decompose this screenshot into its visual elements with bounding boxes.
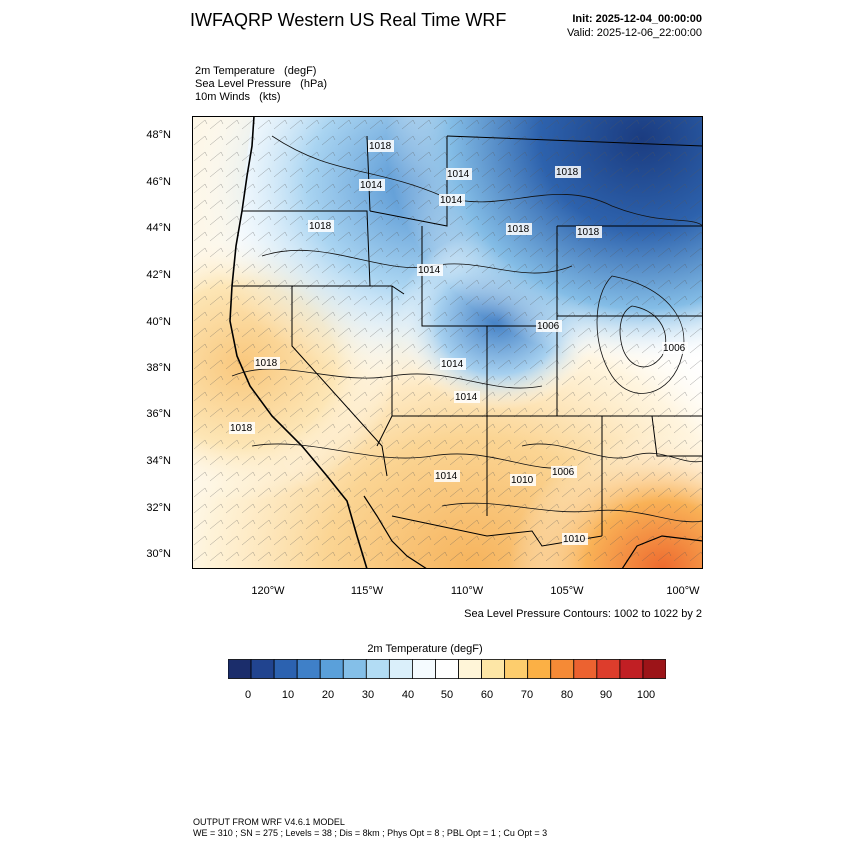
colorbar-swatch — [228, 659, 252, 679]
map-panel: 1018 1014 1014 1018 1018 1014 1014 1018 … — [192, 116, 703, 569]
slp-label: 1014 — [435, 471, 458, 482]
lat-label-34n: 34°N — [146, 455, 171, 467]
colorbar-label: 40 — [401, 689, 415, 701]
chart-title: IWFAQRP Western US Real Time WRF — [190, 10, 507, 30]
colorbar-swatch — [527, 659, 552, 679]
colorbar-swatch — [250, 659, 275, 679]
slp-label: 1014 — [418, 265, 441, 276]
colorbar-swatch — [458, 659, 482, 679]
colorbar-swatch — [342, 659, 367, 679]
colorbar-swatch — [273, 659, 298, 679]
slp-contour-note: Sea Level Pressure Contours: 1002 to 102… — [464, 608, 702, 620]
lat-label-44n: 44°N — [146, 222, 171, 234]
colorbar-label: 70 — [520, 689, 534, 701]
colorbar-label: 80 — [560, 689, 574, 701]
colorbar-swatch — [435, 659, 459, 679]
colorbar-swatch — [296, 659, 321, 679]
colorbar-label: 0 — [244, 689, 252, 701]
colorbar-label: 30 — [361, 689, 375, 701]
colorbar-swatch — [412, 659, 436, 679]
field-label-pressure: Sea Level Pressure (hPa) — [195, 78, 328, 90]
colorbar-swatch — [388, 659, 413, 679]
lon-label-100w: 100°W — [666, 585, 700, 597]
lat-label-48n: 48°N — [146, 129, 171, 141]
slp-label: 1018 — [255, 358, 278, 369]
lon-label-115w: 115°W — [350, 585, 384, 597]
colorbar-label: 60 — [480, 689, 494, 701]
lat-label-40n: 40°N — [146, 316, 171, 328]
slp-label: 1018 — [556, 167, 579, 178]
slp-label: 1006 — [552, 467, 575, 478]
colorbar-label: 10 — [281, 689, 295, 701]
lat-label-36n: 36°N — [146, 408, 171, 420]
slp-label: 1014 — [447, 169, 470, 180]
colorbar-swatch — [596, 659, 621, 679]
lat-label-38n: 38°N — [146, 362, 171, 374]
footer-model-info: OUTPUT FROM WRF V4.6.1 MODEL — [193, 817, 345, 827]
slp-label: 1014 — [440, 195, 463, 206]
slp-label: 1014 — [455, 392, 478, 403]
colorbar-label: 100 — [636, 689, 656, 701]
colorbar-swatch — [573, 659, 598, 679]
colorbar-swatch — [481, 659, 506, 679]
slp-label: 1018 — [309, 221, 332, 232]
lat-label-30n: 30°N — [146, 548, 171, 560]
lon-label-105w: 105°W — [550, 585, 584, 597]
colorbar-label: 50 — [440, 689, 454, 701]
valid-time: Valid: 2025-12-06_22:00:00 — [567, 27, 702, 39]
slp-label: 1018 — [369, 141, 392, 152]
colorbar-swatch — [319, 659, 344, 679]
slp-label: 1010 — [511, 475, 534, 486]
colorbar-swatch — [550, 659, 575, 679]
field-label-temperature: 2m Temperature (degF) — [195, 65, 317, 77]
slp-label: 1006 — [537, 321, 560, 332]
lon-label-120w: 120°W — [251, 585, 285, 597]
slp-label: 1014 — [441, 359, 464, 370]
slp-label: 1018 — [577, 227, 600, 238]
slp-label: 1010 — [563, 534, 586, 545]
slp-label: 1014 — [360, 180, 383, 191]
field-label-winds: 10m Winds (kts) — [195, 91, 281, 103]
colorbar-swatch — [504, 659, 529, 679]
footer-config-info: WE = 310 ; SN = 275 ; Levels = 38 ; Dis … — [193, 828, 548, 838]
init-time: Init: 2025-12-04_00:00:00 — [572, 13, 702, 25]
lon-label-110w: 110°W — [450, 585, 484, 597]
lat-label-42n: 42°N — [146, 269, 171, 281]
slp-label: 1018 — [507, 224, 530, 235]
colorbar-swatch — [619, 659, 644, 679]
lat-label-46n: 46°N — [146, 176, 171, 188]
colorbar-label: 90 — [599, 689, 613, 701]
slp-label: 1018 — [230, 423, 253, 434]
colorbar — [228, 659, 666, 679]
lat-label-32n: 32°N — [146, 502, 171, 514]
colorbar-swatch — [365, 659, 390, 679]
colorbar-title: 2m Temperature (degF) — [367, 643, 483, 655]
colorbar-swatch — [642, 659, 666, 679]
slp-label: 1006 — [663, 343, 686, 354]
colorbar-label: 20 — [321, 689, 335, 701]
